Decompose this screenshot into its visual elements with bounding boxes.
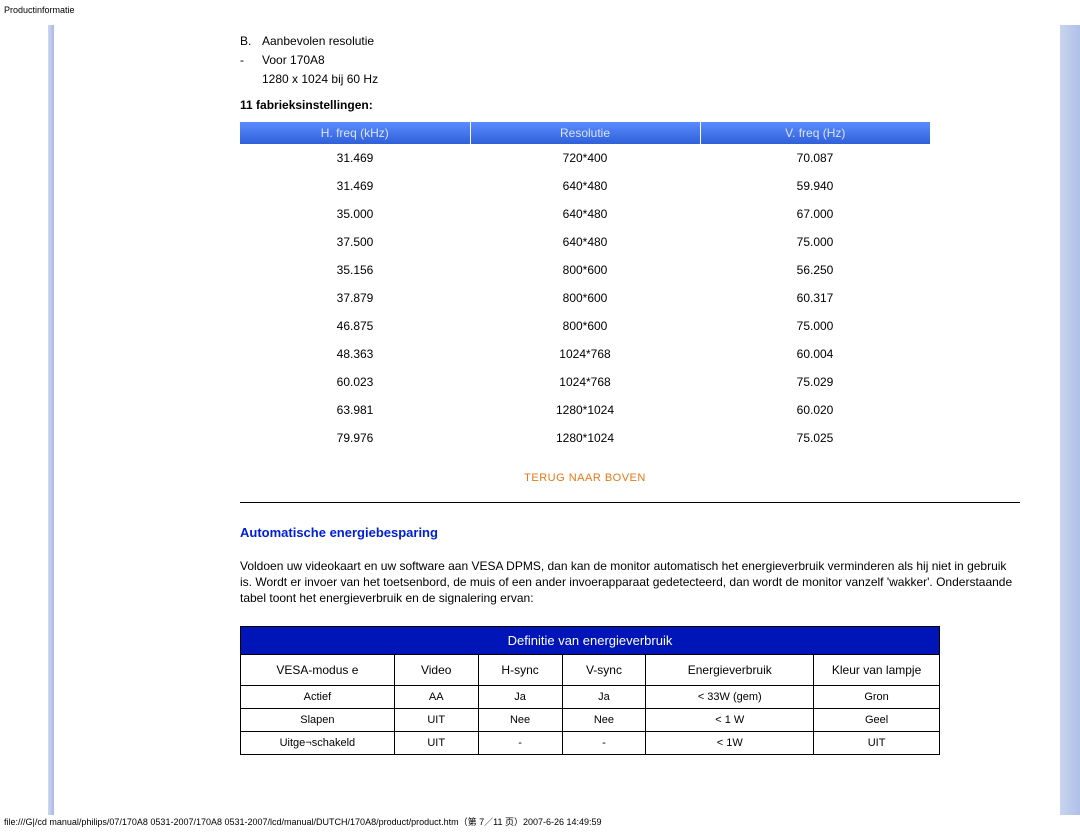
main-content: B. Aanbevolen resolutie - Voor 170A8 128… — [60, 32, 1040, 755]
table-cell: 56.250 — [700, 256, 930, 284]
table-row: Uitge¬schakeldUIT--< 1WUIT — [241, 732, 940, 755]
table-cell: 1280*1024 — [470, 424, 700, 452]
table-cell: < 1W — [646, 732, 814, 755]
table-cell: 640*480 — [470, 228, 700, 256]
table-row: 31.469640*48059.940 — [240, 172, 930, 200]
table-cell: 800*600 — [470, 284, 700, 312]
energy-col-hsync: H-sync — [478, 655, 562, 686]
table-cell: 67.000 — [700, 200, 930, 228]
table-cell: Ja — [478, 686, 562, 709]
left-stripe — [48, 25, 54, 815]
table-row: 37.500640*48075.000 — [240, 228, 930, 256]
right-stripe — [1060, 25, 1080, 815]
table-cell: 46.875 — [240, 312, 470, 340]
table-row: 48.3631024*76860.004 — [240, 340, 930, 368]
table-cell: UIT — [394, 709, 478, 732]
table-cell: < 1 W — [646, 709, 814, 732]
table-cell: Slapen — [241, 709, 395, 732]
energy-body-text: Voldoen uw videokaart en uw software aan… — [240, 558, 1020, 607]
freq-col-vfreq: V. freq (Hz) — [700, 122, 930, 144]
freq-col-resolutie: Resolutie — [470, 122, 700, 144]
table-cell: 75.025 — [700, 424, 930, 452]
list-title: Aanbevolen resolutie — [262, 32, 378, 51]
table-row: 79.9761280*102475.025 — [240, 424, 930, 452]
table-cell: 59.940 — [700, 172, 930, 200]
table-cell: 48.363 — [240, 340, 470, 368]
table-cell: 75.000 — [700, 228, 930, 256]
table-cell: Nee — [562, 709, 646, 732]
freq-col-hfreq: H. freq (kHz) — [240, 122, 470, 144]
table-cell: 800*600 — [470, 256, 700, 284]
footer-file-path: file:///G|/cd manual/philips/07/170A8 05… — [4, 815, 602, 828]
table-cell: 720*400 — [470, 144, 700, 172]
recommended-resolution: B. Aanbevolen resolutie - Voor 170A8 128… — [240, 32, 1040, 90]
table-cell: 60.023 — [240, 368, 470, 396]
section-divider — [240, 502, 1020, 503]
frequency-table: H. freq (kHz) Resolutie V. freq (Hz) 31.… — [240, 122, 930, 452]
table-cell: - — [478, 732, 562, 755]
list-res: 1280 x 1024 bij 60 Hz — [262, 70, 378, 89]
table-cell: 31.469 — [240, 144, 470, 172]
table-cell: 75.029 — [700, 368, 930, 396]
table-cell: 79.976 — [240, 424, 470, 452]
energy-col-power: Energieverbruik — [646, 655, 814, 686]
table-cell: 1280*1024 — [470, 396, 700, 424]
table-row: 35.000640*48067.000 — [240, 200, 930, 228]
energy-columns-row: VESA-modus e Video H-sync V-sync Energie… — [241, 655, 940, 686]
table-cell: 1024*768 — [470, 340, 700, 368]
table-cell: UIT — [814, 732, 940, 755]
list-dash: - — [240, 51, 262, 70]
table-row: 63.9811280*102460.020 — [240, 396, 930, 424]
table-cell: 70.087 — [700, 144, 930, 172]
energy-col-led: Kleur van lampje — [814, 655, 940, 686]
table-cell: 1024*768 — [470, 368, 700, 396]
page-label: Productinformatie — [4, 5, 75, 15]
energy-col-video: Video — [394, 655, 478, 686]
energy-table-title: Definitie van energieverbruik — [241, 627, 940, 655]
table-cell: 31.469 — [240, 172, 470, 200]
table-cell: Actief — [241, 686, 395, 709]
table-cell: 37.500 — [240, 228, 470, 256]
table-cell: 60.317 — [700, 284, 930, 312]
table-row: SlapenUITNeeNee< 1 WGeel — [241, 709, 940, 732]
section-heading-energy: Automatische energiebesparing — [240, 525, 1040, 540]
table-cell: Uitge¬schakeld — [241, 732, 395, 755]
table-cell: 35.156 — [240, 256, 470, 284]
table-row: ActiefAAJaJa< 33W (gem)Gron — [241, 686, 940, 709]
energy-table: Definitie van energieverbruik VESA-modus… — [240, 626, 940, 755]
table-cell: Nee — [478, 709, 562, 732]
table-cell: < 33W (gem) — [646, 686, 814, 709]
energy-col-mode: VESA-modus e — [241, 655, 395, 686]
table-cell: 37.879 — [240, 284, 470, 312]
list-model: Voor 170A8 — [262, 51, 378, 70]
table-cell: 640*480 — [470, 200, 700, 228]
back-to-top-label: TERUG NAAR BOVEN — [524, 472, 646, 484]
table-row: 60.0231024*76875.029 — [240, 368, 930, 396]
table-row: 31.469720*40070.087 — [240, 144, 930, 172]
table-cell: 640*480 — [470, 172, 700, 200]
table-cell: 60.020 — [700, 396, 930, 424]
table-cell: 75.000 — [700, 312, 930, 340]
table-cell: - — [562, 732, 646, 755]
table-cell: AA — [394, 686, 478, 709]
factory-settings-label: 11 fabrieksinstellingen: — [240, 98, 1040, 112]
table-row: 46.875800*60075.000 — [240, 312, 930, 340]
table-row: 37.879800*60060.317 — [240, 284, 930, 312]
list-letter: B. — [240, 32, 262, 51]
table-row: 35.156800*60056.250 — [240, 256, 930, 284]
table-cell: 800*600 — [470, 312, 700, 340]
table-cell: Geel — [814, 709, 940, 732]
energy-col-vsync: V-sync — [562, 655, 646, 686]
table-cell: 63.981 — [240, 396, 470, 424]
table-cell: 60.004 — [700, 340, 930, 368]
table-cell: Gron — [814, 686, 940, 709]
table-cell: UIT — [394, 732, 478, 755]
table-cell: 35.000 — [240, 200, 470, 228]
table-cell: Ja — [562, 686, 646, 709]
back-to-top[interactable]: TERUG NAAR BOVEN — [240, 470, 930, 484]
freq-header-row: H. freq (kHz) Resolutie V. freq (Hz) — [240, 122, 930, 144]
